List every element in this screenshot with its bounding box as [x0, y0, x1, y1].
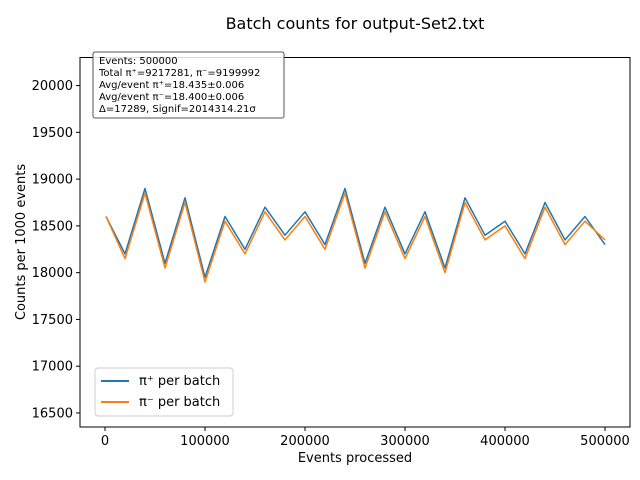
- legend: π⁺ per batch π⁻ per batch: [94, 367, 234, 417]
- plot-area: [79, 57, 631, 428]
- x-tick-label: 300000: [380, 434, 430, 449]
- y-tick-label: 19500: [32, 126, 73, 141]
- chart-title: Batch counts for output-Set2.txt: [226, 14, 485, 33]
- legend-frame: [94, 367, 234, 417]
- stats-line-events: Events: 500000: [99, 56, 178, 67]
- x-tick-label: 0: [101, 434, 109, 449]
- series-line-pi-plus: [105, 187, 606, 279]
- stats-line-avg-plus: Avg/event π⁺=18.435±0.006: [99, 80, 244, 91]
- series-layer: [105, 187, 606, 283]
- y-tick-label: 20000: [32, 79, 73, 94]
- x-tick-label: 500000: [580, 434, 630, 449]
- stats-box: Events: 500000 Total π⁺=9217281, π⁻=9199…: [92, 51, 285, 119]
- y-tick-label: 17500: [32, 313, 73, 328]
- plot-frame: [79, 57, 631, 428]
- y-tick-label: 17000: [32, 360, 73, 375]
- stats-box-frame: [92, 51, 285, 119]
- y-tick-label: 16500: [32, 406, 73, 421]
- x-tick-label: 100000: [180, 434, 230, 449]
- legend-label-pi-minus: π⁻ per batch: [139, 395, 220, 410]
- x-tick-label: 200000: [280, 434, 330, 449]
- y-axis: 16500 17000 17500 18000 18500 19000 19500 20000: [32, 79, 80, 421]
- y-tick-label: 19000: [32, 173, 73, 188]
- y-tick-label: 18500: [32, 219, 73, 234]
- stats-line-avg-minus: Avg/event π⁻=18.400±0.006: [99, 92, 244, 103]
- y-tick-label: 18000: [32, 266, 73, 281]
- legend-label-pi-plus: π⁺ per batch: [139, 374, 220, 389]
- stats-line-delta: Δ=17289, Signif=2014314.21σ: [99, 104, 256, 115]
- x-axis: 0 100000 200000 300000 400000 500000: [101, 427, 630, 449]
- x-tick-label: 400000: [480, 434, 530, 449]
- x-axis-label: Events processed: [298, 451, 412, 466]
- stats-line-totals: Total π⁺=9217281, π⁻=9199992: [98, 68, 260, 79]
- y-axis-label: Counts per 1000 events: [14, 164, 29, 320]
- series-line-pi-minus: [105, 192, 606, 283]
